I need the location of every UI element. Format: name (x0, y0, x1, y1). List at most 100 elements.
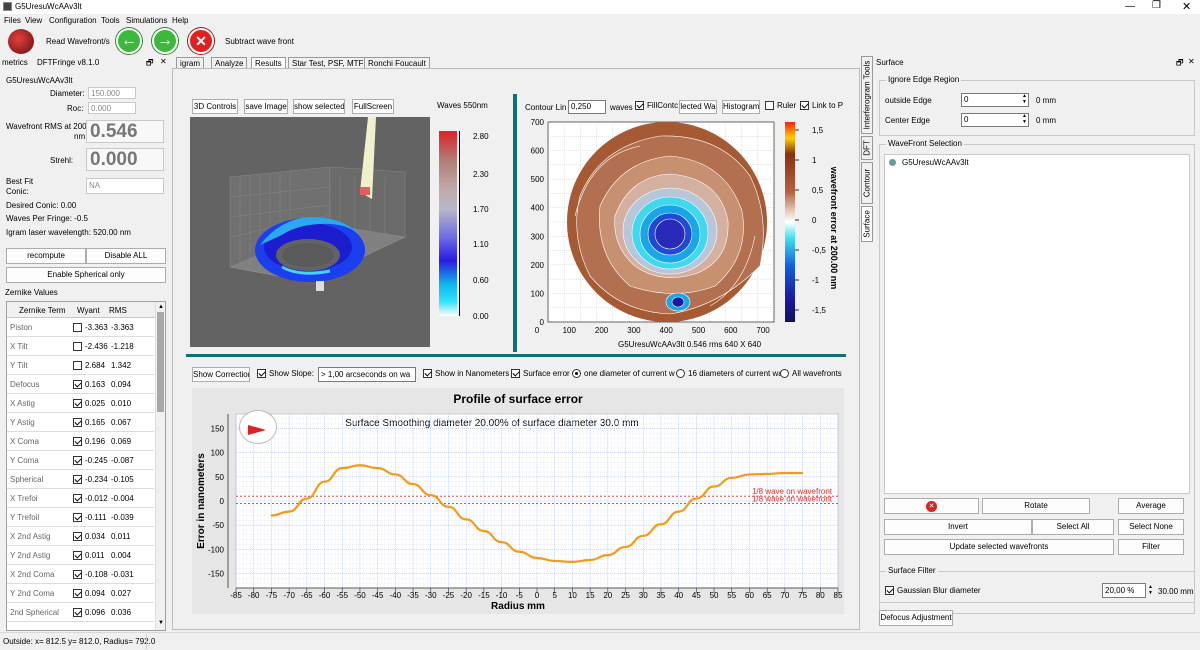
zernike-term-checkbox[interactable] (73, 589, 82, 599)
surface-dock-float-icon[interactable]: 🗗 (1176, 58, 1184, 67)
update-selected-button[interactable]: Update selected wavefronts (884, 539, 1114, 555)
enable-spherical-button[interactable]: Enable Spherical only (6, 267, 166, 283)
zernike-row[interactable]: 2nd Spherical 0.096 0.036 (7, 604, 154, 622)
zernike-row[interactable]: Y Astig 0.165 0.067 (7, 414, 154, 432)
show-correction-button[interactable]: Show Correction (192, 367, 250, 382)
show-nm-checkbox[interactable] (423, 369, 432, 379)
read-wavefront-label[interactable]: Read Wavefront/s (46, 37, 110, 46)
zernike-row[interactable]: Y Tilt 2.684 1.342 (7, 357, 154, 375)
vtab-contour[interactable]: Contour (861, 162, 873, 204)
zernike-row[interactable]: X Tilt -2.436 -1.218 (7, 338, 154, 356)
zernike-row[interactable]: X Astig 0.025 0.010 (7, 395, 154, 413)
back-arrow-icon[interactable]: ← (116, 28, 142, 54)
select-all-button[interactable]: Select All (1032, 519, 1114, 535)
zernike-scrollbar[interactable]: ▲ ▼ (155, 302, 165, 630)
zernike-row[interactable]: Y 2nd Astig 0.011 0.004 (7, 547, 154, 565)
zernike-term-checkbox[interactable] (73, 475, 82, 485)
surface-error-toggle[interactable]: Surface error (511, 369, 570, 379)
zernike-term-checkbox[interactable] (73, 361, 82, 371)
subtract-close-icon[interactable]: ✕ (188, 28, 214, 54)
header-term[interactable]: Zernike Term (19, 306, 66, 315)
ruler-checkbox[interactable] (765, 101, 774, 111)
header-wyant[interactable]: Wyant (77, 306, 100, 315)
menu-view[interactable]: View (25, 16, 43, 25)
sixteen-diameters-radio[interactable] (676, 369, 685, 379)
zernike-row[interactable]: Defocus 0.163 0.094 (7, 376, 154, 394)
center-edge-field[interactable]: 0 (961, 113, 1029, 127)
outside-edge-field[interactable]: 0 (961, 93, 1029, 107)
zernike-term-checkbox[interactable] (73, 513, 82, 523)
dock-float-icon[interactable]: 🗗 (146, 58, 154, 67)
fill-contour-toggle[interactable]: FillContc (635, 101, 678, 111)
zernike-row[interactable]: X Coma 0.196 0.069 (7, 433, 154, 451)
histogram-button[interactable]: Histogram (722, 100, 760, 114)
selected-wave-button[interactable]: lected Wa (679, 100, 717, 114)
profile-chart[interactable]: Profile of surface error Surface Smoothin… (192, 388, 844, 614)
zernike-term-checkbox[interactable] (73, 551, 82, 561)
header-rms[interactable]: RMS (109, 306, 127, 315)
gaussian-blur-toggle[interactable]: Gaussian Blur diameter (885, 586, 981, 596)
center-edge-stepper[interactable]: ▲ ▼ (1022, 113, 1027, 125)
vtab-dft[interactable]: DFT (861, 136, 873, 160)
wavefront-list[interactable]: G5UresuWcAAv3lt (884, 154, 1190, 494)
zernike-row[interactable]: Y Coma -0.245 -0.087 (7, 452, 154, 470)
zernike-row[interactable]: Piston -3.363 -3.363 (7, 319, 154, 337)
show-selected-button[interactable]: show selected (293, 99, 345, 114)
select-none-button[interactable]: Select None (1118, 519, 1184, 535)
scroll-down-icon[interactable]: ▼ (158, 620, 164, 626)
outside-edge-stepper[interactable]: ▲ ▼ (1022, 93, 1027, 105)
zernike-row[interactable]: X 2nd Astig 0.034 0.011 (7, 528, 154, 546)
zernike-term-checkbox[interactable] (73, 418, 82, 428)
tab-igram[interactable]: igram (176, 57, 205, 69)
zernike-term-checkbox[interactable] (73, 494, 82, 504)
read-wavefront-icon[interactable] (8, 29, 34, 54)
surface-dock-close-icon[interactable]: ✕ (1188, 57, 1195, 66)
save-image-button[interactable]: save Image (244, 99, 288, 114)
dock-close-icon[interactable]: ✕ (160, 57, 167, 66)
defocus-adjustment-button[interactable]: Defocus Adjustment (879, 610, 953, 626)
show-slope-checkbox[interactable] (257, 369, 266, 379)
zernike-term-checkbox[interactable] (73, 570, 82, 580)
3d-controls-button[interactable]: 3D Controls (192, 99, 238, 114)
scroll-thumb[interactable] (157, 312, 164, 412)
zernike-row[interactable]: Spherical -0.234 -0.105 (7, 471, 154, 489)
contour-lines-field[interactable]: 0,250 (568, 100, 606, 114)
one-diameter-option[interactable]: one diameter of current w (572, 369, 675, 379)
slope-select[interactable]: > 1,00 arcseconds on wa (318, 367, 416, 382)
zernike-row[interactable]: X Trefoi -0.012 -0.004 (7, 490, 154, 508)
zernike-term-checkbox[interactable] (73, 342, 82, 352)
filter-button[interactable]: Filter (1118, 539, 1184, 555)
recompute-button[interactable]: recompute (6, 248, 86, 264)
zernike-term-checkbox[interactable] (73, 532, 82, 542)
close-icon[interactable]: ✕ (1182, 1, 1192, 13)
fill-contour-checkbox[interactable] (635, 101, 644, 111)
average-button[interactable]: Average (1118, 498, 1184, 514)
compass-icon[interactable] (239, 410, 277, 444)
tab-analyze[interactable]: Analyze (211, 57, 248, 69)
minimize-icon[interactable]: — (1125, 1, 1135, 12)
zernike-term-checkbox[interactable] (73, 456, 82, 466)
subtract-wavefront-label[interactable]: Subtract wave front (225, 37, 294, 46)
surface-error-checkbox[interactable] (511, 369, 520, 379)
zernike-term-checkbox[interactable] (73, 399, 82, 409)
diameter-field[interactable]: 150.000 (88, 87, 136, 99)
view-splitter[interactable] (513, 94, 517, 352)
zernike-term-checkbox[interactable] (73, 608, 82, 618)
gaussian-percent-field[interactable]: 20,00 % (1102, 583, 1146, 598)
ruler-toggle[interactable]: Ruler (765, 101, 796, 111)
zernike-term-checkbox[interactable] (73, 380, 82, 390)
tab-results[interactable]: Results (251, 57, 286, 69)
show-slope-toggle[interactable]: Show Slope: (257, 369, 314, 379)
disable-all-button[interactable]: Disable ALL (86, 248, 166, 264)
vtab-surface[interactable]: Surface (861, 206, 873, 242)
link-checkbox[interactable] (800, 101, 809, 111)
menu-simulations[interactable]: Simulations (126, 16, 168, 25)
menu-files[interactable]: Files (4, 16, 21, 25)
zernike-row[interactable]: X 2nd Coma -0.108 -0.031 (7, 566, 154, 584)
fullscreen-button[interactable]: FullScreen (352, 99, 394, 114)
show-nm-toggle[interactable]: Show in Nanometers (423, 369, 509, 379)
forward-arrow-icon[interactable]: → (152, 28, 178, 54)
roc-field[interactable]: 0.000 (88, 102, 136, 114)
tab-ronchi[interactable]: Ronchi Foucault (364, 57, 430, 69)
zernike-row[interactable]: Y 2nd Coma 0.094 0.027 (7, 585, 154, 603)
